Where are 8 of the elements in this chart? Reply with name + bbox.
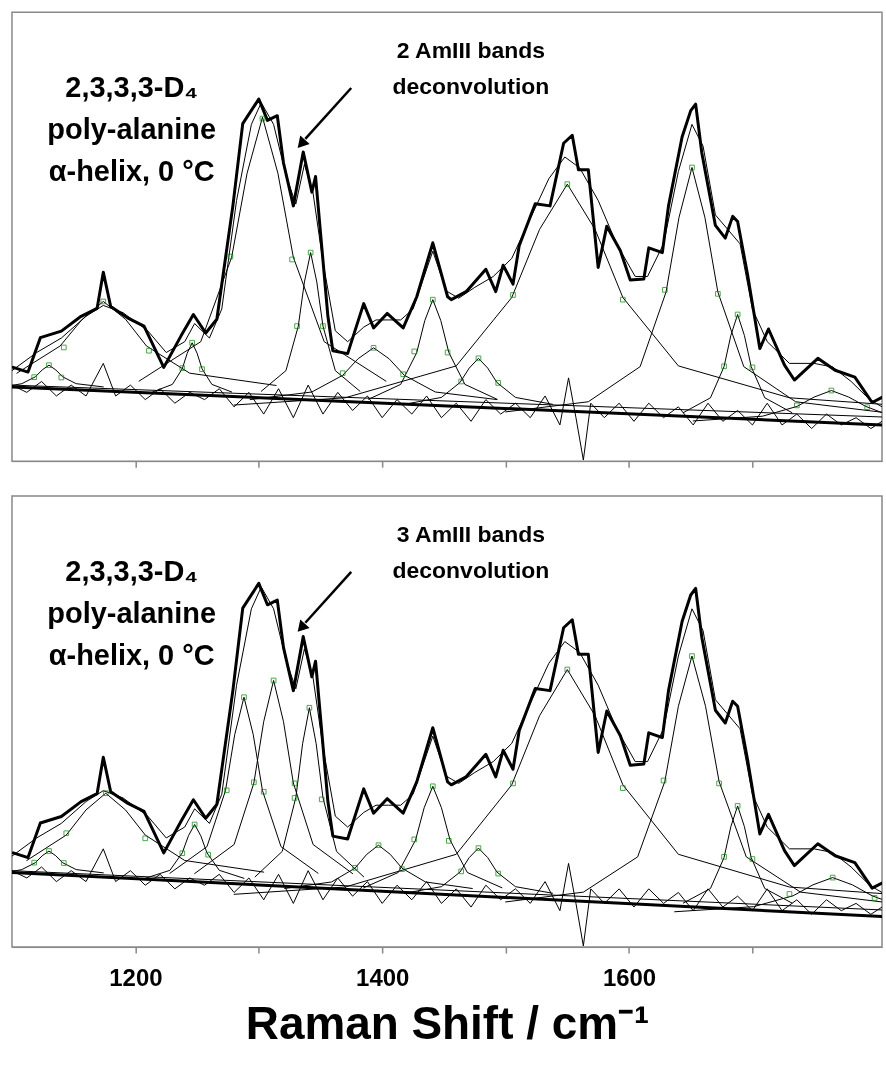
text: 3 AmIII bands deconvolution: [392, 520, 550, 583]
annotation: 2 AmIII bands deconvolution: [392, 37, 550, 99]
x-tick-label: 1200: [109, 964, 163, 992]
annotation: 2,3,3,3-D₄ poly-alanine α-helix, 0 °C: [47, 70, 217, 187]
x-axis-title: Raman Shift / cm⁻¹: [245, 997, 650, 1050]
x-tick-label: 1600: [602, 964, 657, 992]
x-tick-label: 1400: [356, 964, 410, 992]
annotation: 2,3,3,3-D₄ poly-alanine α-helix, 0 °C: [47, 554, 217, 671]
